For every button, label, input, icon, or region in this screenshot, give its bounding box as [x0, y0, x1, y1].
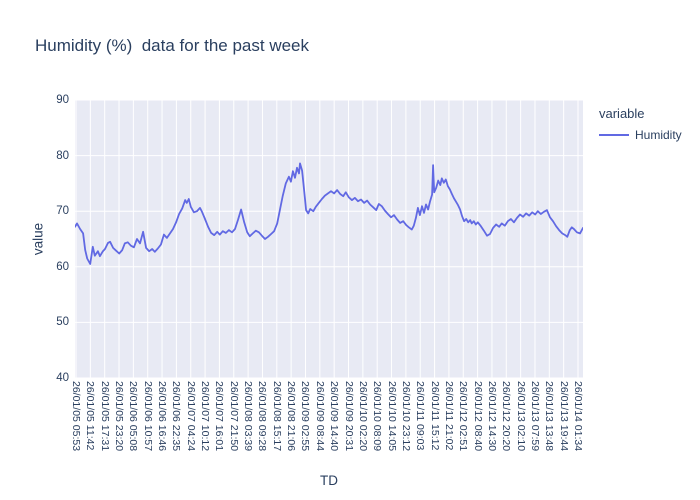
x-tick-label: 26/01/07 16:01: [213, 381, 226, 452]
x-tick-label: 26/01/12 20:20: [500, 381, 513, 452]
plot-background: [75, 100, 583, 378]
x-tick-label: 26/01/06 10:57: [141, 381, 154, 452]
x-tick-label: 26/01/11 21:02: [442, 381, 455, 451]
chart-title: Humidity (%) data for the past week: [35, 36, 310, 55]
x-tick-label: 26/01/08 03:39: [242, 381, 255, 452]
x-tick-label: 26/01/07 21:50: [227, 381, 240, 452]
x-tick-label: 26/01/10 02:20: [356, 381, 369, 452]
x-tick-label: 26/01/07 10:12: [199, 381, 212, 452]
legend-title: variable: [599, 106, 645, 121]
x-tick-label: 26/01/05 11:42: [84, 381, 97, 451]
x-tick-label: 26/01/08 21:06: [285, 381, 298, 452]
x-tick-label: 26/01/08 09:28: [256, 381, 269, 452]
legend-item-label: Humidity: [635, 128, 682, 142]
x-tick-label: 26/01/13 19:44: [557, 381, 570, 452]
x-tick-label: 26/01/06 05:08: [127, 381, 140, 452]
y-tick-label: 60: [56, 260, 69, 273]
y-tick-label: 50: [56, 316, 69, 329]
legend: variable Humidity: [599, 106, 682, 142]
x-tick-label: 26/01/07 04:24: [184, 381, 197, 452]
plot-canvas[interactable]: [75, 100, 583, 378]
x-tick-label: 26/01/12 02:51: [457, 381, 470, 452]
x-tick-label: 26/01/09 20:31: [342, 381, 355, 452]
x-tick-label: 26/01/09 02:55: [299, 381, 312, 452]
y-tick-label: 80: [56, 149, 69, 162]
x-tick-label: 26/01/11 09:03: [414, 381, 427, 451]
y-tick-label: 40: [56, 372, 69, 384]
x-tick-label: 26/01/14 01:34: [572, 381, 584, 452]
x-tick-label: 26/01/05 23:20: [113, 381, 126, 452]
x-tick-label: 26/01/05 17:31: [98, 381, 111, 452]
x-tick-label: 26/01/13 13:48: [543, 381, 556, 452]
x-tick-label: 26/01/05 05:53: [70, 381, 82, 452]
x-tick-label: 26/01/13 07:59: [528, 381, 541, 452]
x-tick-label: 26/01/12 08:40: [471, 381, 484, 452]
x-tick-label: 26/01/12 14:30: [485, 381, 498, 452]
x-tick-label: 26/01/06 16:46: [156, 381, 169, 452]
x-tick-label: 26/01/11 15:12: [428, 381, 441, 451]
legend-line-swatch-icon: [599, 134, 629, 136]
legend-item-humidity[interactable]: Humidity: [599, 128, 682, 142]
x-tick-label: 26/01/09 08:44: [313, 381, 326, 452]
x-tick-label: 26/01/10 14:05: [385, 381, 398, 452]
x-tick-label: 26/01/10 08:09: [371, 381, 384, 452]
y-axis-title: value: [30, 222, 46, 256]
x-tick-label: 26/01/08 15:17: [270, 381, 283, 452]
plot-area[interactable]: [75, 100, 583, 378]
humidity-line-series[interactable]: [75, 162, 583, 265]
x-axis-title: TD: [320, 473, 338, 488]
x-tick-label: 26/01/10 23:12: [399, 381, 412, 452]
y-tick-label: 90: [56, 94, 69, 106]
x-tick-label: 26/01/13 02:10: [514, 381, 527, 452]
x-tick-label: 26/01/06 22:35: [170, 381, 183, 452]
y-tick-label: 70: [56, 205, 69, 218]
x-tick-label: 26/01/09 14:40: [328, 381, 341, 452]
